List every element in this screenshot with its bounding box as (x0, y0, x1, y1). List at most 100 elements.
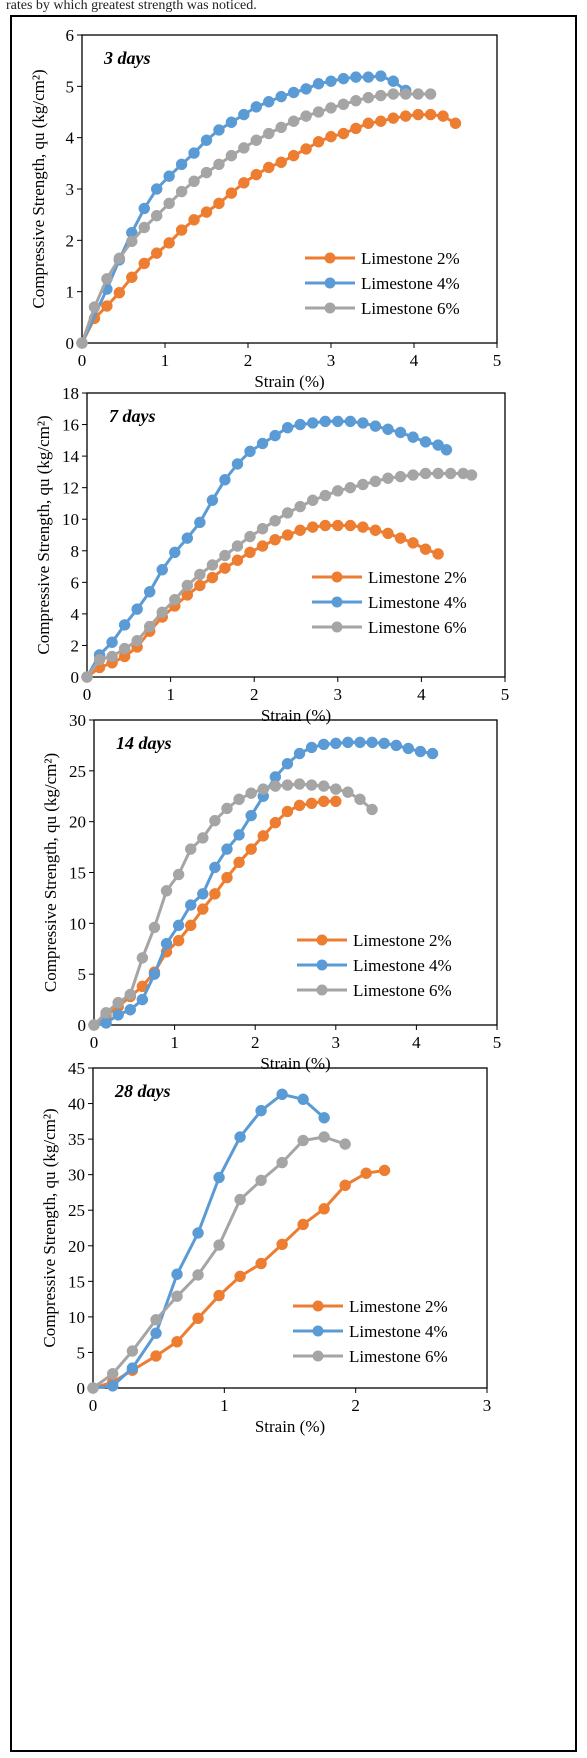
data-point (375, 115, 387, 127)
data-point (281, 779, 294, 791)
data-point (106, 1368, 119, 1380)
data-point (312, 78, 325, 90)
data-point (136, 993, 149, 1006)
data-point (206, 559, 219, 571)
legend-swatch-marker (316, 959, 328, 971)
data-point (281, 805, 294, 818)
y-tick-label: 25 (68, 1201, 85, 1220)
data-point (263, 127, 275, 140)
data-point (194, 568, 206, 581)
data-point (394, 532, 407, 544)
data-point (250, 168, 263, 181)
data-point (163, 237, 175, 249)
data-point (233, 856, 245, 869)
x-tick-label: 2 (251, 1033, 260, 1052)
data-point (150, 1350, 162, 1362)
data-point (256, 437, 269, 450)
data-point (287, 149, 300, 162)
data-point (181, 579, 194, 592)
x-axis-title: Strain (%) (260, 1054, 330, 1073)
data-point (319, 519, 332, 532)
data-point (93, 653, 106, 666)
data-point (87, 1382, 99, 1394)
legend-swatch-marker (316, 934, 328, 946)
legend-swatch-marker (316, 984, 328, 996)
data-point (194, 579, 206, 592)
data-point (238, 177, 250, 189)
y-tick-label: 30 (69, 711, 86, 730)
y-tick-label: 10 (69, 914, 86, 933)
data-point (225, 187, 238, 199)
data-point (188, 175, 200, 188)
y-tick-label: 15 (69, 864, 86, 883)
legend-label: Limestone 4% (368, 593, 467, 612)
x-axis-title: Strain (%) (255, 1417, 325, 1436)
y-tick-label: 10 (68, 1308, 85, 1327)
legend-swatch-marker (312, 1325, 324, 1337)
data-point (100, 1017, 112, 1029)
x-tick-label: 0 (83, 685, 92, 704)
data-point (344, 519, 357, 532)
data-point (245, 809, 257, 822)
data-point (172, 934, 185, 947)
y-tick-label: 5 (77, 1343, 86, 1362)
y-tick-label: 8 (71, 542, 80, 561)
data-point (305, 779, 318, 791)
data-point (332, 519, 344, 532)
y-tick-label: 20 (69, 813, 86, 832)
y-tick-label: 6 (66, 26, 75, 45)
data-point (318, 1112, 330, 1124)
x-tick-label: 1 (170, 1033, 179, 1052)
data-point (297, 1218, 309, 1231)
data-point (432, 467, 444, 480)
y-tick-label: 5 (78, 965, 87, 984)
data-point (118, 619, 131, 631)
data-point (419, 543, 432, 555)
data-point (200, 166, 213, 179)
data-point (362, 91, 375, 104)
data-point (172, 919, 185, 932)
data-point (200, 134, 213, 146)
y-tick-label: 15 (68, 1272, 85, 1291)
plot-area (92, 1067, 488, 1389)
data-point (350, 94, 362, 107)
data-point (169, 546, 181, 559)
data-point (317, 738, 330, 751)
data-point (209, 814, 221, 827)
y-tick-label: 18 (62, 384, 79, 403)
data-point (294, 524, 306, 537)
data-point (150, 1313, 162, 1326)
data-point (112, 996, 124, 1009)
y-axis-title: Compressive Strength, qu (kg/cm²) (40, 1108, 59, 1347)
data-point (213, 1289, 225, 1302)
x-tick-label: 1 (220, 1396, 229, 1415)
data-point (150, 183, 163, 195)
data-point (357, 417, 369, 429)
y-tick-label: 40 (68, 1095, 85, 1114)
data-point (150, 1327, 162, 1339)
data-point (244, 530, 256, 543)
data-point (337, 127, 350, 140)
data-point (76, 337, 88, 349)
data-point (197, 888, 209, 900)
x-tick-label: 5 (493, 1033, 502, 1052)
data-point (275, 90, 287, 103)
data-point (294, 418, 306, 431)
data-point (245, 787, 257, 799)
legend-label: Limestone 2% (368, 568, 467, 587)
data-point (250, 134, 263, 146)
data-point (257, 783, 270, 795)
x-tick-label: 0 (90, 1033, 99, 1052)
data-point (250, 101, 263, 113)
data-point (332, 415, 344, 428)
y-tick-label: 5 (66, 77, 75, 96)
data-point (387, 88, 399, 100)
y-tick-label: 30 (68, 1166, 85, 1185)
data-point (319, 415, 332, 428)
data-point (440, 444, 453, 456)
data-point (344, 481, 357, 494)
data-point (344, 415, 357, 428)
panel-title: 3 days (103, 48, 151, 68)
data-point (350, 71, 362, 83)
data-point (419, 436, 432, 448)
